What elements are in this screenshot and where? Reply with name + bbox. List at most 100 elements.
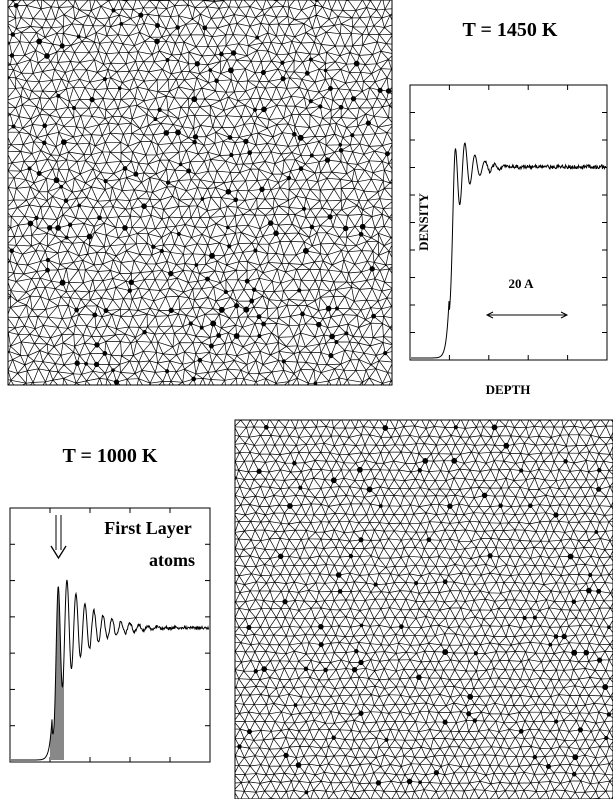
- atom-dot: [175, 25, 180, 30]
- atom-dot: [260, 69, 266, 75]
- atom-dot: [335, 306, 339, 311]
- atom-dot: [297, 134, 304, 141]
- atom-dot: [230, 50, 237, 56]
- atom-dot: [588, 572, 593, 578]
- atom-dot: [256, 314, 262, 320]
- atom-dot: [27, 166, 32, 171]
- atom-dot: [165, 369, 170, 374]
- atom-dot: [175, 129, 181, 136]
- atom-dot: [225, 188, 232, 195]
- atom-dot: [247, 729, 252, 735]
- atom-dot: [473, 651, 478, 656]
- atom-dot: [318, 642, 324, 648]
- atom-dot: [378, 504, 383, 508]
- atom-dot: [74, 360, 80, 366]
- atom-dot: [300, 311, 305, 317]
- atom-dot: [251, 287, 257, 292]
- atom-dot: [249, 298, 255, 304]
- atom-dot: [323, 667, 328, 673]
- ticks: [410, 85, 607, 360]
- atom-dot: [157, 107, 162, 112]
- atom-dot: [466, 711, 472, 717]
- atom-dot: [234, 303, 240, 309]
- atom-dot: [357, 466, 363, 473]
- atom-dot: [133, 171, 139, 177]
- atom-dot: [383, 350, 388, 356]
- atom-dot: [186, 168, 192, 174]
- atom-dot: [202, 25, 208, 31]
- atom-dot: [192, 134, 199, 140]
- atom-dot: [77, 203, 82, 208]
- atom-dot: [358, 537, 364, 543]
- atom-dot: [375, 780, 382, 786]
- atom-dot: [492, 406, 497, 411]
- atom-dot: [344, 331, 349, 336]
- atom-dot: [64, 235, 69, 240]
- atom-dot: [335, 572, 342, 578]
- atom-dot: [253, 248, 258, 253]
- atom-dot: [433, 770, 440, 776]
- atom-dot: [233, 333, 240, 339]
- atom-dot: [252, 107, 258, 112]
- atom-dot: [138, 12, 144, 18]
- atom-dot: [102, 77, 107, 82]
- atom-dot: [308, 57, 313, 62]
- atom-dot: [36, 170, 42, 177]
- annotation: atoms: [149, 550, 195, 570]
- atom-dot: [27, 220, 34, 227]
- atom-dot: [59, 184, 64, 189]
- first-layer-area: [50, 587, 64, 760]
- atom-dot: [359, 223, 366, 230]
- atom-dot: [329, 333, 335, 340]
- atom-dot: [331, 735, 336, 740]
- atom-dot: [209, 252, 215, 259]
- atom-dot: [63, 198, 69, 203]
- density-curve: [11, 579, 210, 761]
- atom-dot: [229, 152, 234, 158]
- atom-dot: [253, 668, 259, 674]
- atom-dot: [74, 307, 79, 313]
- annotation: First Layer: [104, 518, 191, 538]
- atom-dot: [498, 503, 503, 508]
- atom-dot: [369, 266, 375, 272]
- atom-dot: [113, 379, 120, 385]
- atom-dot: [219, 51, 224, 57]
- atom-dot: [71, 105, 77, 111]
- atom-dot: [227, 625, 231, 629]
- x-label: DEPTH: [486, 382, 531, 397]
- atom-dot: [337, 589, 343, 594]
- plot-frame: [409, 84, 608, 361]
- atom-dot: [119, 21, 124, 26]
- atom-dot: [298, 166, 304, 171]
- atom-dot: [128, 279, 135, 286]
- atom-dot: [200, 197, 205, 201]
- atom-dot: [503, 442, 510, 449]
- atom-dot: [561, 633, 567, 640]
- atom-dot: [325, 305, 332, 312]
- atom-dot: [286, 175, 292, 181]
- atom-dot: [567, 553, 574, 560]
- atom-dot: [351, 667, 358, 673]
- atom-dot: [44, 53, 50, 59]
- atom-dot: [151, 244, 156, 250]
- atom-dot: [194, 61, 200, 67]
- atom-dot: [216, 333, 222, 338]
- atom-dot: [548, 642, 553, 647]
- atom-dot: [607, 625, 611, 630]
- atom-dot: [602, 684, 609, 691]
- atom-dot: [59, 43, 65, 49]
- atom-dot: [487, 553, 493, 559]
- atom-dot: [402, 408, 406, 412]
- atom-dot: [383, 407, 387, 411]
- atom-dot: [142, 329, 147, 335]
- atom-dot: [358, 659, 364, 666]
- atom-dot: [243, 306, 250, 313]
- atom-dot: [178, 162, 183, 167]
- atom-dot: [225, 225, 230, 230]
- atom-dot: [332, 388, 337, 393]
- atom-dot: [581, 406, 586, 411]
- panel-title: T = 1000 K: [63, 445, 158, 467]
- atom-dot: [416, 674, 422, 681]
- atom-dot: [165, 180, 171, 185]
- atom-dot: [53, 177, 60, 184]
